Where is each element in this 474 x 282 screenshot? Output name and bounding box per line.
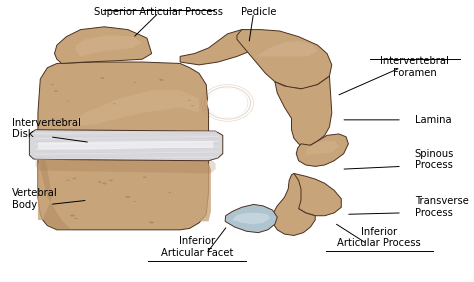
Text: Superior Articular Process: Superior Articular Process bbox=[94, 7, 223, 17]
Ellipse shape bbox=[134, 201, 137, 202]
Ellipse shape bbox=[66, 180, 70, 181]
Text: Pedicle: Pedicle bbox=[241, 7, 276, 17]
Ellipse shape bbox=[60, 119, 64, 120]
Polygon shape bbox=[275, 76, 332, 147]
Ellipse shape bbox=[125, 196, 130, 198]
Ellipse shape bbox=[109, 180, 113, 181]
Ellipse shape bbox=[98, 181, 101, 183]
Text: Intervertebral
Disk: Intervertebral Disk bbox=[12, 118, 81, 139]
Ellipse shape bbox=[191, 105, 194, 106]
Ellipse shape bbox=[75, 218, 78, 219]
Polygon shape bbox=[232, 213, 270, 224]
Text: Spinous
Process: Spinous Process bbox=[415, 149, 454, 170]
Polygon shape bbox=[66, 90, 199, 127]
Polygon shape bbox=[55, 27, 152, 63]
Ellipse shape bbox=[188, 100, 191, 101]
Polygon shape bbox=[40, 141, 71, 230]
Polygon shape bbox=[38, 62, 209, 230]
Ellipse shape bbox=[100, 77, 105, 79]
Ellipse shape bbox=[67, 101, 69, 102]
Ellipse shape bbox=[168, 192, 171, 193]
Text: Intervertebral
Foramen: Intervertebral Foramen bbox=[380, 56, 449, 78]
Polygon shape bbox=[180, 30, 261, 65]
Polygon shape bbox=[296, 134, 348, 166]
Ellipse shape bbox=[54, 91, 58, 92]
Ellipse shape bbox=[102, 183, 107, 184]
Ellipse shape bbox=[73, 178, 76, 179]
Ellipse shape bbox=[51, 84, 54, 85]
Polygon shape bbox=[76, 35, 142, 56]
Polygon shape bbox=[225, 204, 277, 233]
Text: Lamina: Lamina bbox=[415, 115, 451, 125]
Text: Transverse
Process: Transverse Process bbox=[415, 197, 469, 218]
Text: Inferior
Articular Facet: Inferior Articular Facet bbox=[161, 236, 233, 258]
Polygon shape bbox=[38, 164, 211, 221]
Ellipse shape bbox=[143, 177, 146, 178]
Polygon shape bbox=[29, 130, 223, 161]
Polygon shape bbox=[38, 141, 213, 149]
Polygon shape bbox=[36, 158, 216, 173]
Ellipse shape bbox=[159, 79, 164, 81]
Text: Inferior
Articular Process: Inferior Articular Process bbox=[337, 226, 421, 248]
Polygon shape bbox=[288, 173, 341, 216]
Text: Vertebral
Body: Vertebral Body bbox=[12, 188, 58, 210]
Polygon shape bbox=[237, 30, 332, 89]
Polygon shape bbox=[306, 141, 339, 155]
Ellipse shape bbox=[149, 221, 154, 223]
Polygon shape bbox=[256, 41, 318, 56]
Ellipse shape bbox=[70, 215, 75, 217]
Ellipse shape bbox=[134, 82, 137, 83]
Ellipse shape bbox=[207, 88, 247, 118]
Polygon shape bbox=[273, 173, 315, 235]
Ellipse shape bbox=[113, 103, 116, 104]
